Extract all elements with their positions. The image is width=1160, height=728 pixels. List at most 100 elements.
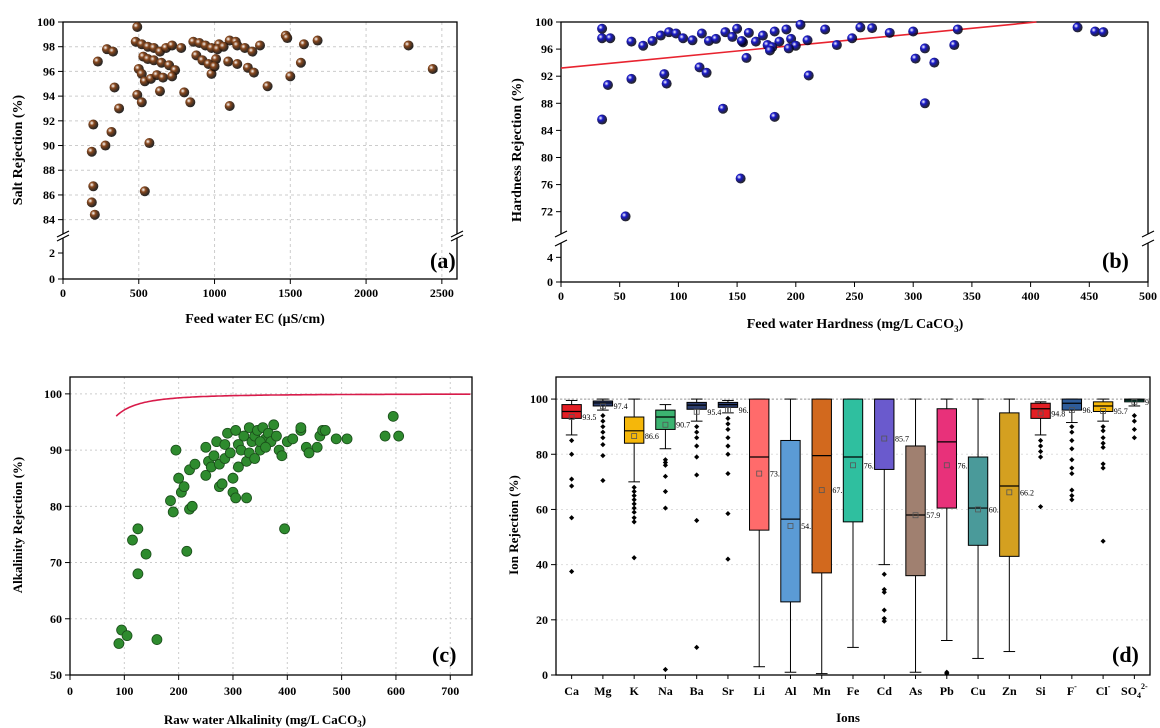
panel-b-x-tick-label: 200 bbox=[787, 289, 805, 303]
panel-d-outlier bbox=[881, 589, 887, 595]
panel-d-outlier bbox=[569, 515, 575, 521]
panel-a-y-tick-label: 2 bbox=[49, 246, 55, 260]
panel-b-data-point bbox=[743, 27, 754, 38]
panel-d-mean-label: 76. bbox=[957, 461, 967, 470]
panel-a-data-point bbox=[86, 146, 97, 157]
panel-d-x-tick-label: Zn bbox=[1002, 684, 1017, 698]
panel-b-x-tick-label: 0 bbox=[558, 289, 564, 303]
panel-d-mean-marker bbox=[850, 462, 856, 469]
panel-d-outlier bbox=[600, 442, 606, 448]
panel-d-outlier bbox=[662, 457, 669, 463]
panel-d-box bbox=[842, 398, 864, 523]
panel-b-break-mark bbox=[554, 239, 568, 247]
panel-a-data-point bbox=[154, 86, 165, 97]
panel-d-mean-marker bbox=[943, 462, 950, 469]
panel-d-outlier bbox=[694, 644, 700, 651]
panel-b-data-point bbox=[620, 211, 631, 222]
panel-d-outlier bbox=[1100, 440, 1106, 446]
panel-c-data-point bbox=[241, 492, 252, 504]
panel-d-mean-label: 73. bbox=[770, 470, 780, 479]
panel-b-data-point bbox=[694, 62, 705, 73]
panel-c-fit-curve bbox=[115, 393, 471, 417]
panel-d-y-tick-label: 100 bbox=[530, 392, 548, 406]
panel-a-y-tick-label: 88 bbox=[43, 163, 55, 177]
panel-a-y-tick-label: 84 bbox=[43, 213, 55, 227]
panel-b-y-tick-label: 0 bbox=[547, 275, 553, 289]
panel-b-data-point bbox=[1072, 22, 1083, 33]
panel-a-data-point bbox=[106, 126, 117, 137]
panel-d-outlier bbox=[662, 473, 669, 479]
panel-d-outlier bbox=[881, 618, 887, 624]
panel-d-tag: (d) bbox=[1112, 642, 1139, 667]
panel-d-outlier bbox=[631, 488, 637, 495]
panel-d-outlier bbox=[944, 669, 950, 675]
panel-d-outlier bbox=[1069, 457, 1075, 463]
panel-d-outlier bbox=[1100, 428, 1106, 434]
panel-d-ylabel: Ion Rejection (%) bbox=[506, 475, 521, 575]
panel-d-outlier bbox=[1069, 465, 1075, 471]
panel-d-outlier bbox=[1069, 437, 1075, 444]
panel-b-xlabel-main: Feed water Hardness (mg/L CaCO bbox=[747, 317, 954, 332]
panel-d-outlier bbox=[600, 424, 606, 430]
panel-a-data-point bbox=[179, 87, 190, 98]
panel-d-mean-marker bbox=[1131, 398, 1138, 405]
panel-c-data-point bbox=[216, 478, 228, 490]
panel-b-x-tick-label: 350 bbox=[963, 289, 981, 303]
panel-c-xlabel: Raw water Alkalinity (mg/L CaCO3) bbox=[164, 712, 366, 728]
panel-c-data-point bbox=[227, 472, 239, 484]
panel-c-data-point bbox=[151, 634, 163, 645]
panel-b-x-tick-label: 300 bbox=[904, 289, 922, 303]
panel-b-x-tick-label: 450 bbox=[1080, 289, 1098, 303]
panel-d-x-tick-label-base: Ca bbox=[564, 684, 579, 698]
panel-b-xlabel-sub: 3 bbox=[954, 324, 959, 334]
panel-a-y-tick-label: 92 bbox=[43, 114, 55, 128]
panel-d-outlier bbox=[725, 443, 731, 449]
panel-b-plot: 0 50 100 150 200 250 300 350 400 450 500 72 76 80 84 88… bbox=[535, 15, 1157, 303]
panel-b-x-tick-label: 100 bbox=[669, 289, 687, 303]
panel-d-box bbox=[655, 409, 676, 430]
panel-b-x-tick-label: 400 bbox=[1022, 289, 1040, 303]
panel-c-y-tick-label: 90 bbox=[50, 443, 62, 457]
panel-a-data-point bbox=[132, 21, 143, 32]
panel-c-ylabel: Alkalinity Rejection (%) bbox=[10, 457, 25, 593]
panel-d-outlier bbox=[725, 470, 731, 477]
panel-d-x-tick-label: Cd bbox=[877, 684, 893, 698]
panel-d-outlier bbox=[725, 451, 731, 457]
panel-d-mean-marker bbox=[568, 414, 575, 420]
panel-b-y-tick-label: 72 bbox=[541, 205, 553, 219]
panel-d-x-tick-label-base: Li bbox=[754, 684, 766, 698]
panel-d-outlier bbox=[631, 497, 637, 503]
panel-a-data-point bbox=[86, 197, 97, 208]
panel-c-x-tick-label: 300 bbox=[224, 684, 242, 698]
panel-c-data-point bbox=[271, 430, 282, 442]
panel-c-data-point bbox=[167, 506, 179, 518]
panel-c-xlabel-sub: 3 bbox=[357, 719, 362, 728]
panel-c-data-point bbox=[173, 472, 185, 484]
panel-c-data-point bbox=[295, 422, 307, 434]
panel-d-mean-label: 96. bbox=[739, 406, 749, 415]
panel-d-x-tick-label-base: Fe bbox=[847, 684, 860, 698]
panel-d: (d) Ions Ion Rejection (%) bbox=[506, 475, 1139, 725]
panel-d-x-tick-label: Mg bbox=[594, 684, 611, 698]
panel-a-x-tick-label: 1500 bbox=[278, 286, 302, 300]
panel-d-x-tick-label-base: As bbox=[909, 684, 923, 698]
panel-d-box bbox=[1092, 401, 1114, 412]
panel-b-data-point bbox=[919, 98, 930, 109]
panel-c-data-point bbox=[330, 433, 342, 445]
panel-d-mean-label: 85.7 bbox=[895, 435, 909, 444]
panel-a-data-point bbox=[156, 57, 167, 68]
panel-d-mean-marker bbox=[631, 433, 638, 439]
panel-b-data-point bbox=[847, 33, 858, 44]
panel-d-x-tick-label: Na bbox=[658, 684, 673, 698]
panel-b-data-point bbox=[727, 31, 738, 42]
panel-b-data-point bbox=[701, 67, 712, 78]
panel-b-data-point bbox=[919, 43, 930, 54]
panel-d-outlier bbox=[1131, 413, 1137, 419]
panel-c-data-point bbox=[287, 433, 299, 445]
panel-a-data-point bbox=[248, 67, 259, 78]
panel-b-data-point bbox=[795, 19, 806, 30]
panel-a-break-mark bbox=[56, 234, 70, 242]
panel-d-mean-marker bbox=[881, 435, 888, 442]
panel-c-data-point bbox=[230, 425, 242, 436]
panel-d-plot: 0 20 40 60 80 100 93.5 Ca 97.4 Mg 86.6 K 90.7 Na 95.4 B… bbox=[530, 376, 1151, 700]
